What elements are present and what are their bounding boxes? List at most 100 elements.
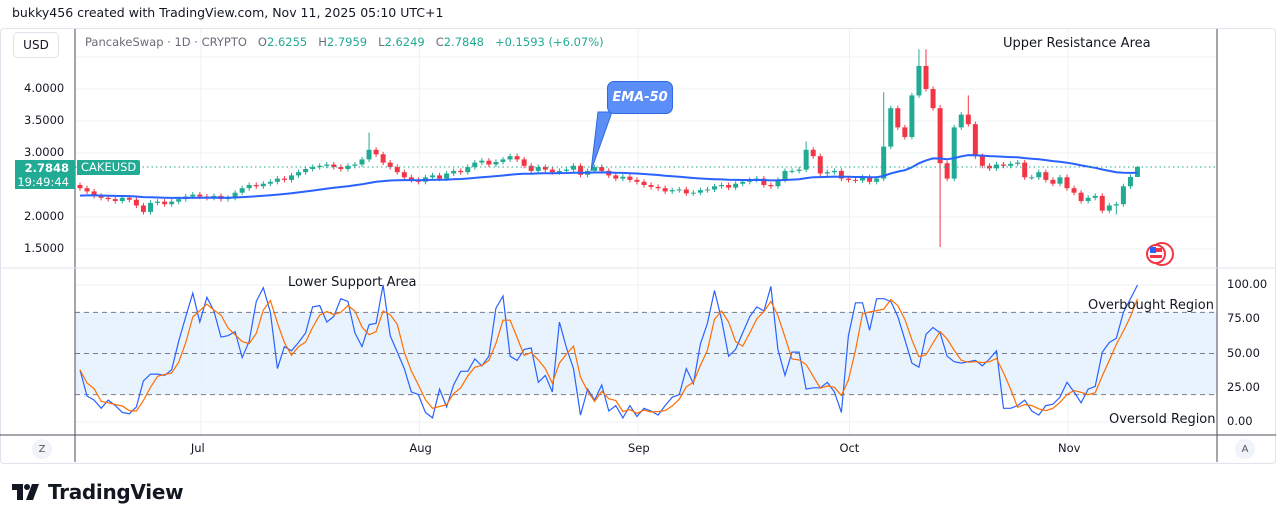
candle (853, 177, 858, 184)
candle (535, 164, 541, 174)
candle-body (380, 154, 386, 163)
candle-body (169, 201, 175, 205)
candle-body (556, 170, 562, 173)
time-tick-label: Aug (409, 441, 432, 455)
time-tick-label: Jul (190, 441, 205, 455)
candle (1099, 193, 1105, 214)
candle-body (838, 170, 844, 179)
candle (972, 121, 978, 159)
ema-callout: EMA-50 (607, 81, 673, 114)
candle-body (951, 127, 957, 179)
candle (387, 160, 393, 170)
candle-body (98, 195, 104, 198)
candle-body (1071, 188, 1077, 193)
candle (902, 124, 908, 140)
candle (373, 147, 379, 157)
open-label: O (257, 35, 267, 49)
bar-countdown: 19:49:44 (17, 175, 69, 189)
candle-body (408, 177, 414, 180)
candle-body (1050, 179, 1056, 184)
candle (1135, 166, 1140, 178)
stoch-band-lines (75, 311, 1217, 396)
candle-body (704, 189, 710, 191)
candle (479, 158, 485, 166)
candle (1071, 185, 1077, 196)
candle (148, 200, 153, 215)
candle-body (831, 170, 837, 173)
candle-body (909, 95, 915, 137)
stoch-tick-label: 0.00 (1227, 414, 1253, 428)
candle (1078, 190, 1084, 204)
chart-canvas[interactable] (0, 0, 1281, 470)
candle (1085, 195, 1091, 204)
candle (958, 112, 964, 130)
candle-body (281, 178, 287, 180)
price-tick-label: 2.0000 (24, 209, 65, 223)
low-label: L (378, 35, 385, 49)
candle (895, 105, 901, 130)
candle (521, 156, 527, 169)
candle (1022, 160, 1028, 180)
candle-body (1008, 163, 1014, 166)
time-tick-label: Oct (839, 441, 860, 455)
candle (613, 172, 619, 182)
candle-body (789, 170, 795, 172)
candle (648, 182, 654, 190)
candle-body (260, 183, 266, 187)
candle (507, 153, 513, 162)
candle-body (521, 159, 527, 166)
candle (528, 163, 534, 174)
candle (923, 49, 929, 92)
candle-body (571, 165, 576, 170)
candle (267, 179, 273, 187)
auto-scale-button[interactable]: A (1235, 439, 1255, 459)
candle-body (479, 160, 485, 163)
candle (726, 182, 732, 191)
candle (324, 161, 330, 169)
symbol-legend: PancakeSwap · 1D · CRYPTO O2.6255 H2.795… (85, 35, 604, 49)
candle (719, 182, 725, 189)
candle-body (775, 179, 781, 187)
candle (345, 163, 351, 172)
candle-body (1092, 195, 1098, 198)
candle-body (472, 162, 478, 168)
candle (1050, 177, 1056, 187)
candle-body (500, 159, 506, 162)
candle-body (84, 188, 90, 192)
candle-body (91, 191, 97, 196)
timezone-z-button[interactable]: Z (32, 439, 52, 459)
candle (408, 174, 414, 183)
candle (274, 176, 280, 185)
candle-body (944, 163, 950, 179)
tradingview-logo[interactable]: TradingView (12, 480, 184, 504)
candle-body (620, 176, 626, 179)
candle (909, 92, 915, 140)
candle-body (197, 194, 203, 197)
candle-body (761, 178, 767, 185)
currency-button[interactable]: USD (13, 32, 59, 58)
candle (669, 187, 675, 194)
candle-body (627, 176, 633, 180)
candle-body (726, 185, 732, 188)
candle (246, 182, 252, 191)
candle-body (535, 167, 541, 171)
candle-body (1001, 164, 1007, 166)
candle-body (1099, 195, 1105, 211)
candle (578, 163, 584, 178)
candle-body (331, 164, 337, 168)
change-value: +0.1593 (+6.07%) (494, 35, 604, 49)
close-label: C (435, 35, 444, 49)
candle (140, 202, 146, 215)
candle (697, 187, 703, 196)
candle (1043, 169, 1049, 183)
candle (817, 153, 823, 177)
symbol-tag: CAKEUSD (77, 160, 141, 175)
candle-body (810, 149, 816, 157)
candle (133, 197, 139, 209)
stoch-tick-label: 100.00 (1227, 277, 1268, 291)
candle-body (965, 114, 971, 125)
logo-text: TradingView (48, 480, 184, 504)
candle-body (352, 164, 358, 166)
candle (916, 49, 922, 98)
candle-body (1127, 176, 1133, 187)
